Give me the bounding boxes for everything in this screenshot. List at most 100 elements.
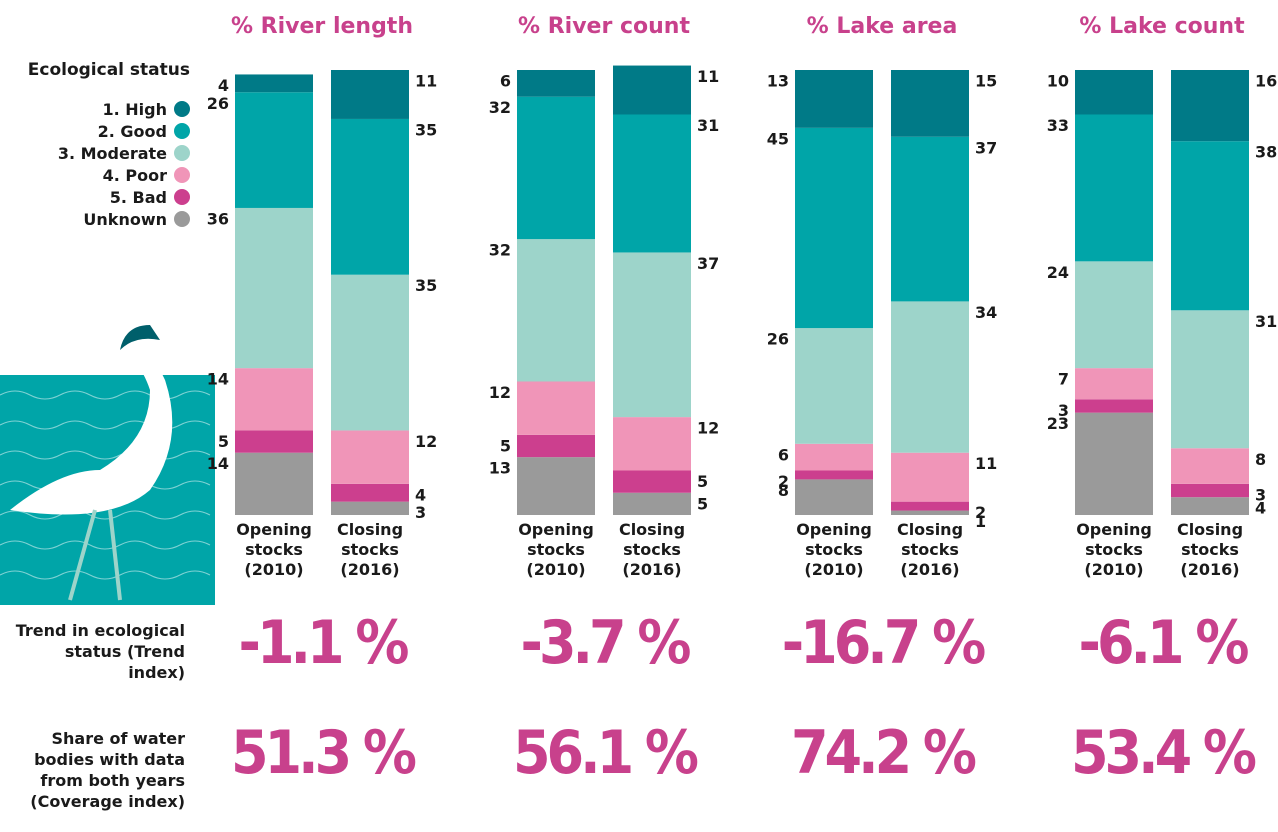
legend-label: 1. High [102, 100, 168, 119]
bar-segment [891, 301, 969, 453]
value-label: 23 [1047, 414, 1069, 433]
bar-segment [891, 136, 969, 302]
x-tick-label: Closing stocks (2016) [896, 520, 964, 579]
legend-entry: 2. Good [98, 122, 190, 141]
legend-entry: Unknown [83, 210, 190, 229]
value-label: 33 [1047, 116, 1069, 135]
legend-label: 4. Poor [102, 166, 167, 185]
bar-segment [795, 470, 873, 480]
value-label: 14 [207, 370, 229, 389]
value-label: 32 [489, 241, 511, 260]
value-label: 12 [489, 383, 511, 402]
bar-segment [1171, 497, 1249, 515]
legend-entry: 3. Moderate [58, 144, 190, 163]
bar-segment [331, 70, 409, 119]
bar-segment [235, 207, 313, 369]
value-label: 4 [1255, 499, 1266, 518]
value-label: 6 [778, 445, 789, 464]
value-label: 8 [1255, 450, 1266, 469]
chart-title: % Lake count [1079, 14, 1245, 39]
bar-segment [891, 452, 969, 502]
coverage-index: 56.1 % [512, 718, 699, 788]
bar-segment [517, 70, 595, 97]
bar-segment [613, 417, 691, 471]
trend-index: -3.7 % [520, 608, 692, 678]
value-label: 3 [415, 503, 426, 522]
value-label: 13 [489, 459, 511, 478]
x-tick-label: Closing stocks (2016) [1176, 520, 1244, 579]
value-label: 5 [697, 494, 708, 513]
value-label: 31 [1255, 312, 1277, 331]
bar-segment [517, 381, 595, 435]
value-label: 32 [489, 98, 511, 117]
bar-segment [331, 118, 409, 275]
value-label: 5 [697, 472, 708, 491]
bar-segment [517, 96, 595, 240]
bar-segment [613, 470, 691, 493]
value-label: 3 [1255, 485, 1266, 504]
value-label: 45 [767, 129, 789, 148]
bar-segment [235, 74, 313, 93]
value-label: 7 [1058, 370, 1069, 389]
value-label: 5 [218, 432, 229, 451]
bar-segment [1171, 310, 1249, 449]
bar-segment [1075, 368, 1153, 400]
bar-segment [235, 430, 313, 453]
legend-entry: 4. Poor [103, 166, 190, 185]
x-tick-label: Opening stocks (2010) [518, 520, 594, 579]
trend-index: -6.1 % [1078, 608, 1250, 678]
heron-body [10, 325, 215, 515]
bar-segment [1075, 412, 1153, 515]
legend-entry: 1. High [102, 100, 190, 119]
bar-segment [795, 328, 873, 444]
legend-label: 5. Bad [109, 188, 167, 207]
value-label: 35 [415, 120, 437, 139]
value-label: 11 [415, 72, 437, 91]
bar-segment [331, 274, 409, 431]
bar-segment [1171, 141, 1249, 311]
x-tick-label: Opening stocks (2010) [796, 520, 872, 579]
value-label: 3 [1058, 401, 1069, 420]
bar-segment [891, 501, 969, 511]
value-label: 15 [975, 72, 997, 91]
bar-segment [795, 127, 873, 329]
bar-segment [331, 483, 409, 502]
bar-segment [1075, 114, 1153, 262]
chart-title: % River length [230, 14, 413, 39]
value-label: 12 [415, 432, 437, 451]
legend-label: Unknown [83, 210, 167, 229]
value-label: 10 [1047, 72, 1069, 91]
heron-legs [68, 509, 122, 601]
value-label: 14 [207, 454, 229, 473]
value-label: 2 [778, 472, 789, 491]
bar-segment [891, 70, 969, 137]
legend-swatch [174, 167, 190, 183]
legend-swatch [174, 123, 190, 139]
value-label: 12 [697, 419, 719, 438]
value-label: 2 [975, 503, 986, 522]
bar-segment [613, 492, 691, 515]
legend-swatch [174, 189, 190, 205]
chart-title: % Lake area [806, 14, 958, 39]
value-label: 37 [697, 254, 719, 273]
x-tick-label: Closing stocks (2016) [336, 520, 404, 579]
coverage-index: 51.3 % [230, 718, 417, 788]
value-label: 8 [778, 481, 789, 500]
x-tick-label: Closing stocks (2016) [618, 520, 686, 579]
coverage-index: 53.4 % [1070, 718, 1257, 788]
value-label: 24 [1047, 263, 1069, 282]
x-tick-label: Opening stocks (2010) [1076, 520, 1152, 579]
heron-illustration [0, 325, 215, 605]
bar-segment [795, 70, 873, 128]
bar-segment [517, 239, 595, 382]
bar-segment [331, 501, 409, 515]
value-label: 37 [975, 138, 997, 157]
heron-head [120, 325, 160, 350]
bar-segment [235, 368, 313, 431]
value-label: 31 [697, 116, 719, 135]
legend-swatch [174, 211, 190, 227]
coverage-index: 74.2 % [790, 718, 977, 788]
bar-segment [235, 452, 313, 515]
